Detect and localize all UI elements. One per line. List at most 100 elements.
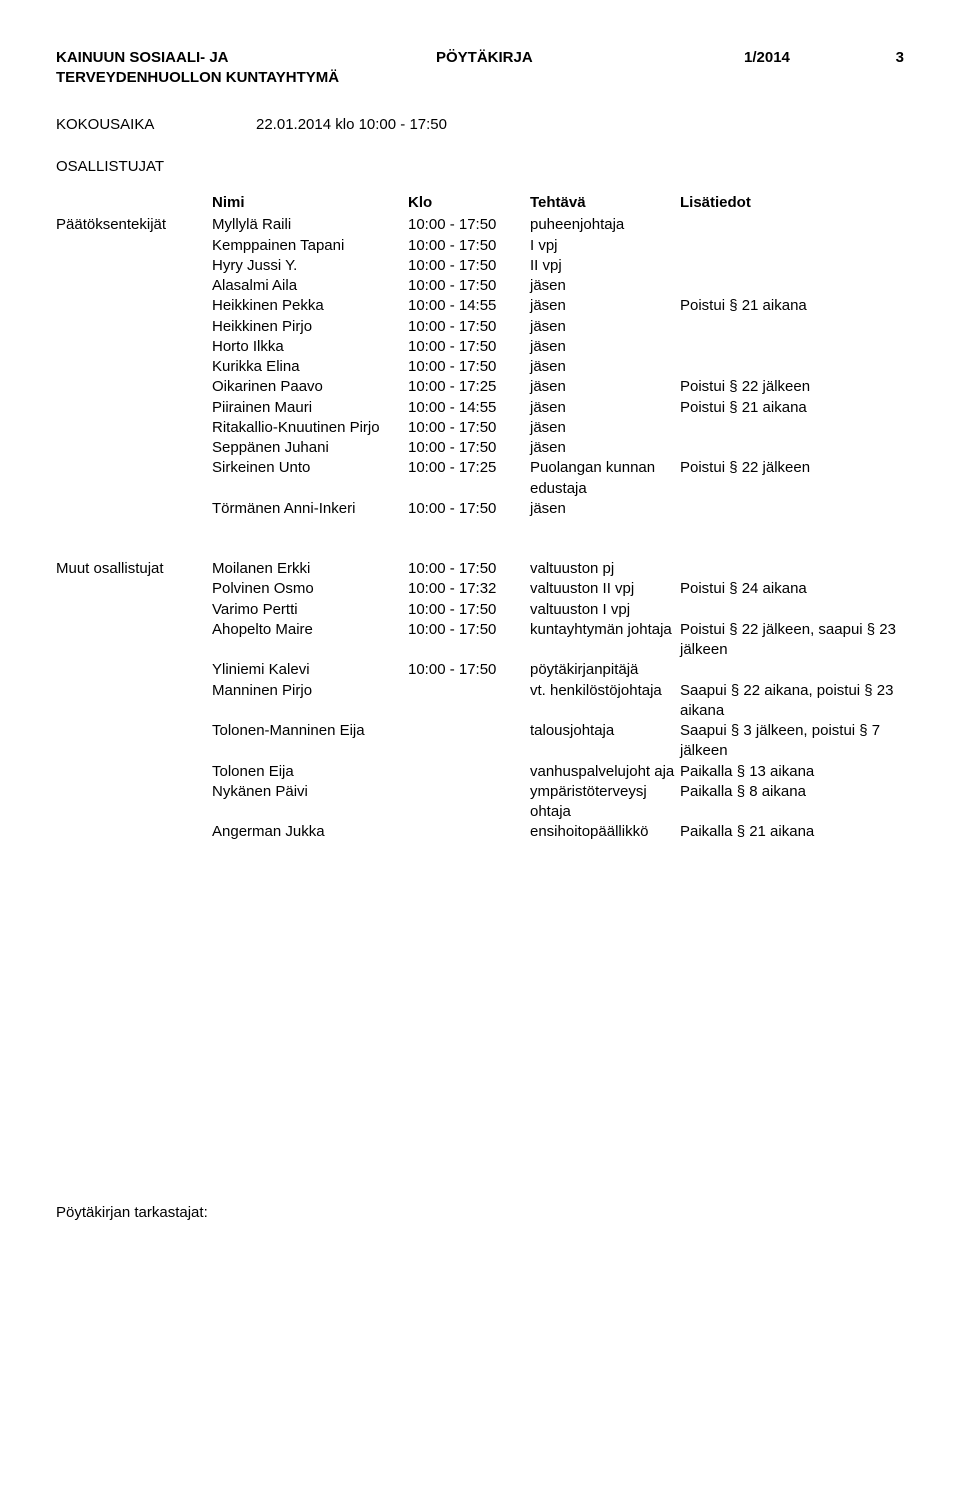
extra-cell: Poistui § 22 jälkeen bbox=[680, 458, 904, 478]
table-row: Seppänen Juhani10:00 - 17:50jäsen bbox=[56, 438, 904, 458]
klo-cell: 10:00 - 17:50 bbox=[408, 256, 530, 276]
name-cell: Myllylä Raili bbox=[212, 215, 408, 235]
table-row: Kurikka Elina10:00 - 17:50jäsen bbox=[56, 357, 904, 377]
col-role-blank bbox=[56, 193, 212, 213]
name-cell: Manninen Pirjo bbox=[212, 681, 408, 701]
klo-cell: 10:00 - 17:50 bbox=[408, 317, 530, 337]
role-cell: Päätöksentekijät bbox=[56, 215, 212, 235]
extra-cell: Poistui § 22 jälkeen, saapui § 23 jälkee… bbox=[680, 620, 904, 661]
task-cell: jäsen bbox=[530, 296, 680, 316]
extra-cell: Saapui § 22 aikana, poistui § 23 aikana bbox=[680, 681, 904, 722]
extra-cell: Poistui § 21 aikana bbox=[680, 398, 904, 418]
name-cell: Yliniemi Kalevi bbox=[212, 660, 408, 680]
table-row: Hyry Jussi Y.10:00 - 17:50II vpj bbox=[56, 256, 904, 276]
klo-cell: 10:00 - 17:50 bbox=[408, 276, 530, 296]
task-cell: II vpj bbox=[530, 256, 680, 276]
name-cell: Nykänen Päivi bbox=[212, 782, 408, 802]
doc-type: PÖYTÄKIRJA bbox=[376, 48, 744, 89]
klo-cell: 10:00 - 17:50 bbox=[408, 499, 530, 519]
task-cell: jäsen bbox=[530, 499, 680, 519]
osallistujat-label: OSALLISTUJAT bbox=[56, 157, 904, 177]
footer-text: Pöytäkirjan tarkastajat: bbox=[56, 1203, 904, 1223]
table-row: Piirainen Mauri10:00 - 14:55jäsenPoistui… bbox=[56, 398, 904, 418]
kokousaika-value: 22.01.2014 klo 10:00 - 17:50 bbox=[256, 115, 904, 135]
klo-cell: 10:00 - 17:50 bbox=[408, 620, 530, 640]
name-cell: Tolonen Eija bbox=[212, 762, 408, 782]
table-row: Horto Ilkka10:00 - 17:50jäsen bbox=[56, 337, 904, 357]
kokousaika-label: KOKOUSAIKA bbox=[56, 115, 256, 135]
table-row: Heikkinen Pirjo10:00 - 17:50jäsen bbox=[56, 317, 904, 337]
klo-cell: 10:00 - 17:50 bbox=[408, 215, 530, 235]
col-name-header: Nimi bbox=[212, 193, 408, 213]
klo-cell: 10:00 - 17:25 bbox=[408, 458, 530, 478]
task-cell: ympäristöterveysj ohtaja bbox=[530, 782, 680, 823]
klo-cell: 10:00 - 17:50 bbox=[408, 600, 530, 620]
table-row: Angerman Jukka ensihoitopäällikköPaikalla… bbox=[56, 822, 904, 842]
task-cell: jäsen bbox=[530, 276, 680, 296]
table-header-row: Nimi Klo Tehtävä Lisätiedot bbox=[56, 193, 904, 213]
task-cell: talousjohtaja bbox=[530, 721, 680, 741]
name-cell: Heikkinen Pirjo bbox=[212, 317, 408, 337]
table-row: Nykänen Päiviympäristöterveysj ohtajaPai… bbox=[56, 782, 904, 823]
task-cell: ensihoitopäällikkö bbox=[530, 822, 680, 842]
table-row: Muut osallistujatMoilanen Erkki10:00 - 1… bbox=[56, 559, 904, 579]
table-row: Törmänen Anni-Inkeri10:00 - 17:50jäsen bbox=[56, 499, 904, 519]
task-cell: valtuuston pj bbox=[530, 559, 680, 579]
table-row: Yliniemi Kalevi10:00 - 17:50pöytäkirjanp… bbox=[56, 660, 904, 680]
klo-cell: 10:00 - 17:50 bbox=[408, 357, 530, 377]
extra-cell: Poistui § 21 aikana bbox=[680, 296, 904, 316]
doc-issue: 1/2014 bbox=[744, 48, 790, 89]
task-cell: Puolangan kunnan edustaja bbox=[530, 458, 680, 499]
name-cell: Kurikka Elina bbox=[212, 357, 408, 377]
table-row: Sirkeinen Unto10:00 - 17:25Puolangan kun… bbox=[56, 458, 904, 499]
task-cell: vanhuspalvelujoht aja bbox=[530, 762, 680, 782]
table-row: Ahopelto Maire10:00 - 17:50kuntayhtymän … bbox=[56, 620, 904, 661]
name-cell: Oikarinen Paavo bbox=[212, 377, 408, 397]
org-line2: TERVEYDENHUOLLON KUNTAYHTYMÄ bbox=[56, 69, 339, 86]
kokousaika-row: KOKOUSAIKA 22.01.2014 klo 10:00 - 17:50 bbox=[56, 115, 904, 135]
extra-cell: Paikalla § 21 aikana bbox=[680, 822, 904, 842]
name-cell: Kemppainen Tapani bbox=[212, 236, 408, 256]
doc-issue-page: 1/2014 3 bbox=[744, 48, 904, 89]
name-cell: Varimo Pertti bbox=[212, 600, 408, 620]
klo-cell: 10:00 - 17:32 bbox=[408, 579, 530, 599]
org-name: KAINUUN SOSIAALI- JA TERVEYDENHUOLLON KU… bbox=[56, 48, 376, 89]
table-row: Kemppainen Tapani10:00 - 17:50I vpj bbox=[56, 236, 904, 256]
paatoksentekijat-block: PäätöksentekijätMyllylä Raili10:00 - 17:… bbox=[56, 215, 904, 519]
name-cell: Seppänen Juhani bbox=[212, 438, 408, 458]
table-row: Varimo Pertti10:00 - 17:50valtuuston I v… bbox=[56, 600, 904, 620]
name-cell: Polvinen Osmo bbox=[212, 579, 408, 599]
klo-cell: 10:00 - 17:50 bbox=[408, 418, 530, 438]
name-cell: Ahopelto Maire bbox=[212, 620, 408, 640]
name-cell: Piirainen Mauri bbox=[212, 398, 408, 418]
muut-osallistujat-block: Muut osallistujatMoilanen Erkki10:00 - 1… bbox=[56, 559, 904, 843]
name-cell: Sirkeinen Unto bbox=[212, 458, 408, 478]
extra-cell: Saapui § 3 jälkeen, poistui § 7 jälkeen bbox=[680, 721, 904, 762]
table-row: Tolonen Eija vanhuspalvelujoht ajaPaikall… bbox=[56, 762, 904, 782]
task-cell: jäsen bbox=[530, 377, 680, 397]
table-row: Heikkinen Pekka10:00 - 14:55jäsenPoistui… bbox=[56, 296, 904, 316]
klo-cell: 10:00 - 17:50 bbox=[408, 660, 530, 680]
task-cell: I vpj bbox=[530, 236, 680, 256]
document-header: KAINUUN SOSIAALI- JA TERVEYDENHUOLLON KU… bbox=[56, 48, 904, 89]
task-cell: jäsen bbox=[530, 398, 680, 418]
table-row: Tolonen-Manninen EijatalousjohtajaSaapui… bbox=[56, 721, 904, 762]
task-cell: jäsen bbox=[530, 317, 680, 337]
task-cell: jäsen bbox=[530, 438, 680, 458]
table-row: Ritakallio-Knuutinen Pirjo10:00 - 17:50j… bbox=[56, 418, 904, 438]
klo-cell: 10:00 - 17:50 bbox=[408, 236, 530, 256]
table-row: Oikarinen Paavo10:00 - 17:25jäsenPoistui… bbox=[56, 377, 904, 397]
name-cell: Hyry Jussi Y. bbox=[212, 256, 408, 276]
name-cell: Alasalmi Aila bbox=[212, 276, 408, 296]
table-row: PäätöksentekijätMyllylä Raili10:00 - 17:… bbox=[56, 215, 904, 235]
klo-cell: 10:00 - 14:55 bbox=[408, 398, 530, 418]
name-cell: Angerman Jukka bbox=[212, 822, 408, 842]
task-cell: kuntayhtymän johtaja bbox=[530, 620, 680, 640]
extra-cell: Poistui § 24 aikana bbox=[680, 579, 904, 599]
table-row: Manninen Pirjovt. henkilöstöjohtajaSaapu… bbox=[56, 681, 904, 722]
extra-cell: Poistui § 22 jälkeen bbox=[680, 377, 904, 397]
extra-cell: Paikalla § 13 aikana bbox=[680, 762, 904, 782]
name-cell: Heikkinen Pekka bbox=[212, 296, 408, 316]
klo-cell: 10:00 - 17:50 bbox=[408, 438, 530, 458]
task-cell: valtuuston I vpj bbox=[530, 600, 680, 620]
